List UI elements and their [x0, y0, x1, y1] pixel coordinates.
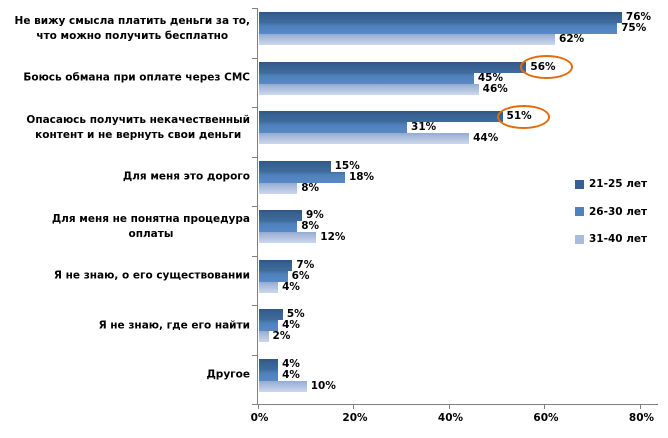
x-axis-tick-label: 40% [437, 412, 464, 424]
x-axis-tick-label: 20% [342, 412, 368, 424]
y-axis-line [257, 8, 258, 405]
bar-value-label: 5% [286, 308, 305, 320]
bar [259, 331, 269, 342]
bar-value-label: 44% [473, 132, 499, 144]
legend-item-26-30: 26-30 лет [575, 206, 647, 218]
x-axis-tick [448, 405, 450, 409]
bar [259, 61, 527, 73]
bar-value-label: 76% [625, 11, 652, 23]
bar-value-label: 15% [334, 159, 360, 172]
y-axis-tick [252, 255, 257, 257]
highlight-ellipse [520, 55, 574, 79]
category-label: Другое [206, 368, 250, 381]
x-axis-tick [544, 405, 545, 409]
bar-value-label: 4% [282, 357, 300, 370]
bar-value-label: 75% [621, 22, 647, 34]
bar [259, 309, 283, 320]
bar [259, 320, 279, 331]
bar-value-label: 31% [411, 121, 437, 133]
category-label: Боюсь обмана при оплате через СМС [23, 71, 250, 84]
legend-swatch [575, 234, 584, 244]
x-axis-tick-label: 60% [533, 412, 559, 424]
bar-value-label: 62% [559, 33, 585, 45]
legend-item-21-25: 21-25 лет [575, 178, 647, 190]
x-axis-tick [639, 405, 641, 409]
x-axis-tick [257, 405, 259, 409]
y-axis-tick [252, 8, 257, 9]
bar-value-label: 46% [482, 82, 508, 95]
bar-value-label: 4% [282, 368, 300, 381]
x-axis-line [257, 404, 658, 405]
bar [259, 259, 293, 271]
bar [259, 12, 622, 23]
highlight-ellipse [496, 104, 550, 129]
x-axis-tick [353, 405, 354, 409]
bar-value-label: 4% [282, 280, 300, 293]
legend-item-31-40: 31-40 лет [575, 233, 647, 245]
y-axis-tick [252, 57, 257, 59]
y-axis-tick [252, 404, 257, 405]
bar [259, 369, 279, 381]
category-label: Я не знаю, где его найти [98, 319, 250, 331]
legend-swatch [575, 207, 584, 216]
bar-value-label: 45% [477, 71, 504, 84]
bar-value-label: 4% [282, 319, 300, 331]
bar-value-label: 8% [301, 220, 320, 232]
category-label: Я не знаю, о его существовании [53, 269, 250, 282]
bar [259, 270, 288, 282]
category-label: Опасаюсь получить некачественный контент… [26, 113, 250, 141]
legend: 21-25 лет 26-30 лет 31-40 лет [575, 178, 665, 248]
bar-value-label: 2% [272, 330, 291, 342]
bar [259, 171, 345, 183]
bar [259, 83, 479, 95]
bar [259, 72, 474, 84]
y-axis-tick [252, 107, 257, 108]
legend-label: 21-25 лет [589, 178, 648, 190]
bar [259, 122, 408, 133]
bar-value-label: 9% [305, 209, 324, 221]
bar-value-label: 18% [348, 170, 375, 183]
x-axis-tick-label: 0% [250, 412, 269, 424]
bar [259, 111, 503, 122]
bar-value-label: 6% [291, 269, 310, 282]
legend-swatch [575, 179, 584, 189]
bar [259, 358, 279, 370]
y-axis-tick [252, 156, 257, 158]
bar [259, 34, 556, 45]
bar-value-label: 12% [320, 231, 346, 243]
bar [259, 182, 298, 194]
bar [259, 281, 279, 293]
x-axis-tick-label: 80% [628, 412, 655, 424]
bar [259, 210, 302, 221]
bar [259, 221, 298, 232]
y-axis-tick [252, 354, 257, 356]
bar [259, 380, 307, 392]
bar [259, 133, 470, 144]
bar-value-label: 7% [296, 258, 315, 271]
legend-label: 26-30 лет [589, 205, 648, 218]
bar [259, 160, 331, 172]
category-label: Для меня это дорого [122, 170, 250, 183]
bar [259, 232, 317, 243]
category-label: Для меня не понятна процедура оплаты [51, 212, 250, 240]
bar [259, 23, 618, 34]
legend-label: 31-40 лет [589, 233, 648, 245]
bar-value-label: 10% [310, 379, 336, 392]
category-label: Не вижу смысла платить деньги за то, что… [14, 14, 250, 42]
y-axis-tick [252, 206, 257, 207]
y-axis-tick [252, 305, 257, 306]
bar-value-label: 8% [301, 181, 320, 194]
